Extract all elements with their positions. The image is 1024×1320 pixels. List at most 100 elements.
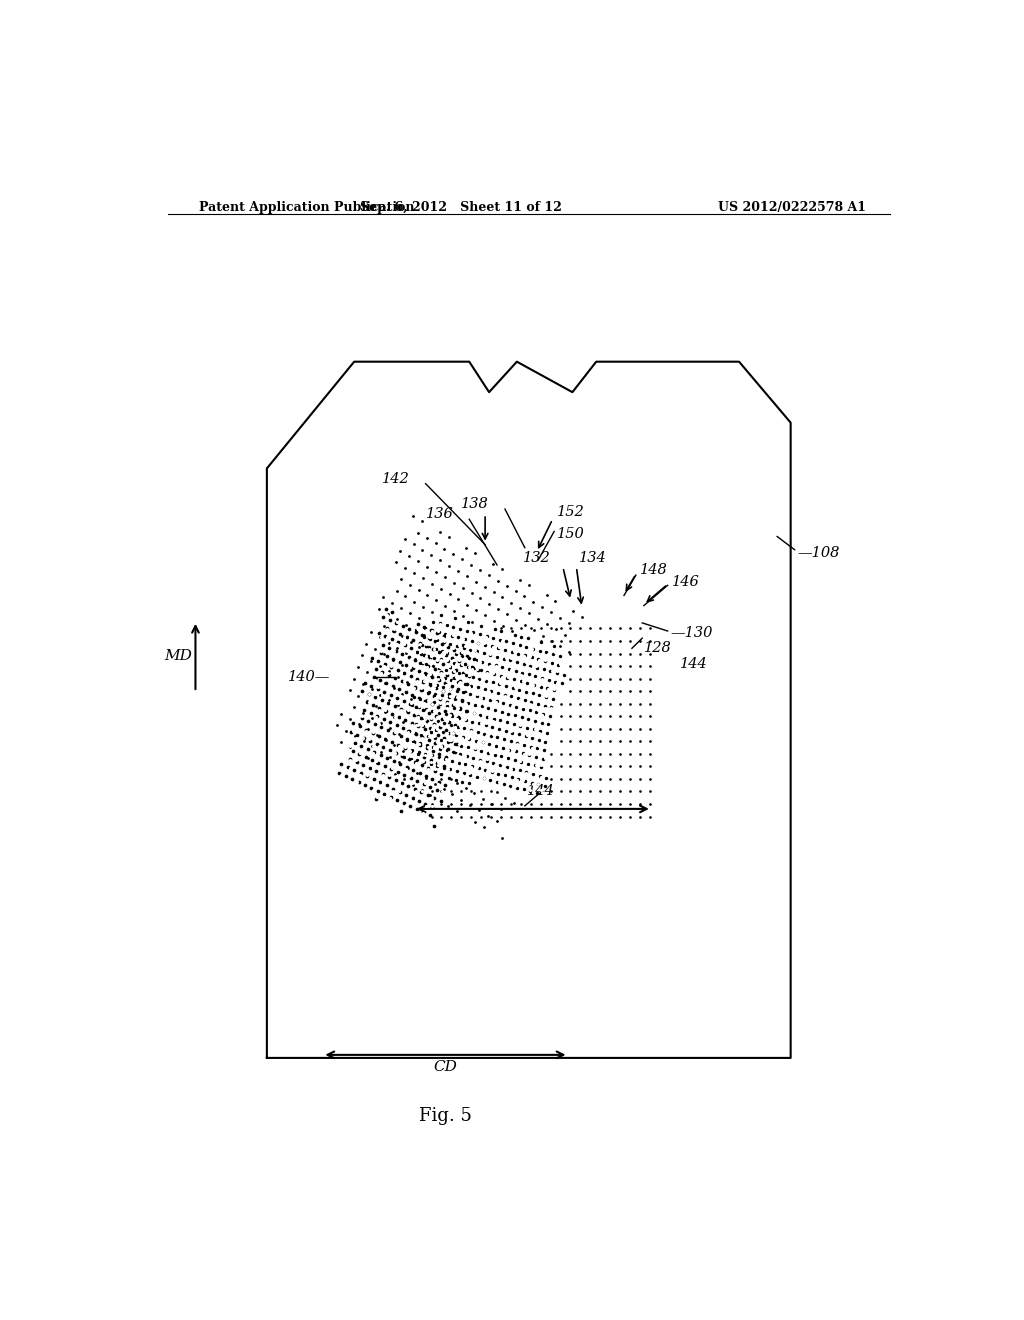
- Point: [426, 714, 442, 735]
- Point: [489, 570, 506, 591]
- Point: [438, 657, 455, 678]
- Point: [435, 632, 452, 653]
- Point: [349, 772, 366, 793]
- Point: [409, 714, 425, 735]
- Point: [461, 678, 477, 700]
- Point: [455, 771, 471, 792]
- Point: [402, 748, 419, 770]
- Point: [582, 807, 598, 828]
- Point: [493, 793, 509, 814]
- Point: [441, 656, 458, 677]
- Point: [385, 618, 401, 639]
- Point: [457, 734, 473, 755]
- Point: [393, 698, 410, 719]
- Point: [358, 634, 375, 655]
- Point: [422, 663, 438, 684]
- Point: [346, 760, 362, 781]
- Point: [344, 768, 360, 789]
- Point: [342, 771, 358, 792]
- Point: [376, 611, 392, 632]
- Point: [507, 689, 523, 710]
- Point: [549, 663, 565, 684]
- Point: [487, 704, 504, 725]
- Point: [535, 748, 551, 770]
- Point: [512, 750, 528, 771]
- Point: [488, 781, 505, 803]
- Point: [399, 700, 416, 721]
- Point: [446, 601, 463, 622]
- Point: [458, 682, 474, 704]
- Point: [407, 700, 423, 721]
- Point: [401, 752, 418, 774]
- Point: [487, 742, 504, 763]
- Point: [390, 762, 407, 783]
- Point: [354, 727, 371, 748]
- Point: [387, 668, 403, 689]
- Point: [542, 705, 558, 726]
- Point: [422, 804, 438, 825]
- Point: [435, 730, 452, 751]
- Point: [360, 710, 377, 731]
- Point: [463, 708, 479, 729]
- Point: [420, 737, 436, 758]
- Point: [485, 610, 502, 631]
- Point: [359, 690, 376, 711]
- Point: [503, 660, 519, 681]
- Point: [394, 772, 411, 793]
- Point: [516, 632, 532, 653]
- Point: [391, 795, 408, 816]
- Point: [386, 620, 402, 642]
- Point: [367, 663, 383, 684]
- Point: [478, 760, 495, 781]
- Point: [417, 616, 433, 638]
- Point: [397, 737, 414, 758]
- Point: [490, 763, 507, 784]
- Point: [406, 677, 422, 698]
- Point: [500, 739, 516, 760]
- Point: [367, 714, 383, 735]
- Point: [346, 697, 362, 718]
- Point: [444, 784, 461, 805]
- Point: [632, 793, 648, 814]
- Point: [449, 772, 465, 793]
- Point: [452, 663, 468, 684]
- Point: [481, 742, 498, 763]
- Point: [528, 783, 545, 804]
- Point: [407, 649, 423, 671]
- Point: [457, 635, 473, 656]
- Point: [611, 781, 628, 803]
- Point: [449, 642, 465, 663]
- Text: 148: 148: [640, 564, 668, 577]
- Point: [526, 755, 543, 776]
- Point: [364, 750, 380, 771]
- Point: [477, 634, 494, 655]
- Point: [451, 649, 467, 671]
- Point: [342, 748, 358, 770]
- Point: [555, 647, 571, 668]
- Point: [446, 733, 463, 754]
- Point: [452, 721, 468, 742]
- Point: [512, 689, 528, 710]
- Point: [534, 756, 550, 777]
- Point: [407, 779, 423, 800]
- Point: [414, 624, 430, 645]
- Point: [562, 668, 579, 689]
- Point: [351, 742, 368, 763]
- Point: [485, 582, 502, 603]
- Point: [530, 774, 547, 795]
- Point: [506, 739, 522, 760]
- Point: [465, 622, 481, 643]
- Point: [438, 649, 455, 671]
- Point: [427, 639, 443, 660]
- Point: [331, 762, 347, 783]
- Point: [532, 631, 549, 652]
- Point: [506, 713, 522, 734]
- Point: [345, 713, 361, 734]
- Point: [427, 700, 443, 721]
- Point: [377, 692, 393, 713]
- Point: [503, 618, 519, 639]
- Point: [522, 681, 539, 702]
- Point: [429, 630, 445, 651]
- Point: [415, 568, 431, 589]
- Point: [472, 560, 488, 581]
